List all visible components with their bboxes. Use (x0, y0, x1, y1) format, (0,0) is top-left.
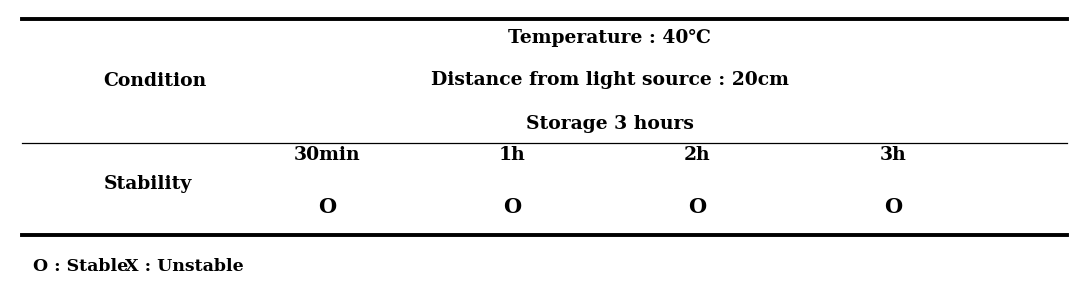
Text: O: O (884, 197, 902, 217)
Text: 2h: 2h (684, 146, 710, 164)
Text: Condition: Condition (103, 72, 207, 90)
Text: O: O (318, 197, 335, 217)
Text: O: O (503, 197, 521, 217)
Text: 30min: 30min (293, 146, 360, 164)
Text: Storage 3 hours: Storage 3 hours (526, 115, 694, 133)
Text: O: O (688, 197, 706, 217)
Text: O : Stable: O : Stable (33, 258, 127, 275)
Text: Stability: Stability (103, 175, 192, 193)
Text: X : Unstable: X : Unstable (125, 258, 244, 275)
Text: 1h: 1h (499, 146, 525, 164)
Text: Temperature : 40℃: Temperature : 40℃ (509, 29, 711, 48)
Text: Distance from light source : 20cm: Distance from light source : 20cm (431, 71, 788, 89)
Text: 3h: 3h (880, 146, 906, 164)
